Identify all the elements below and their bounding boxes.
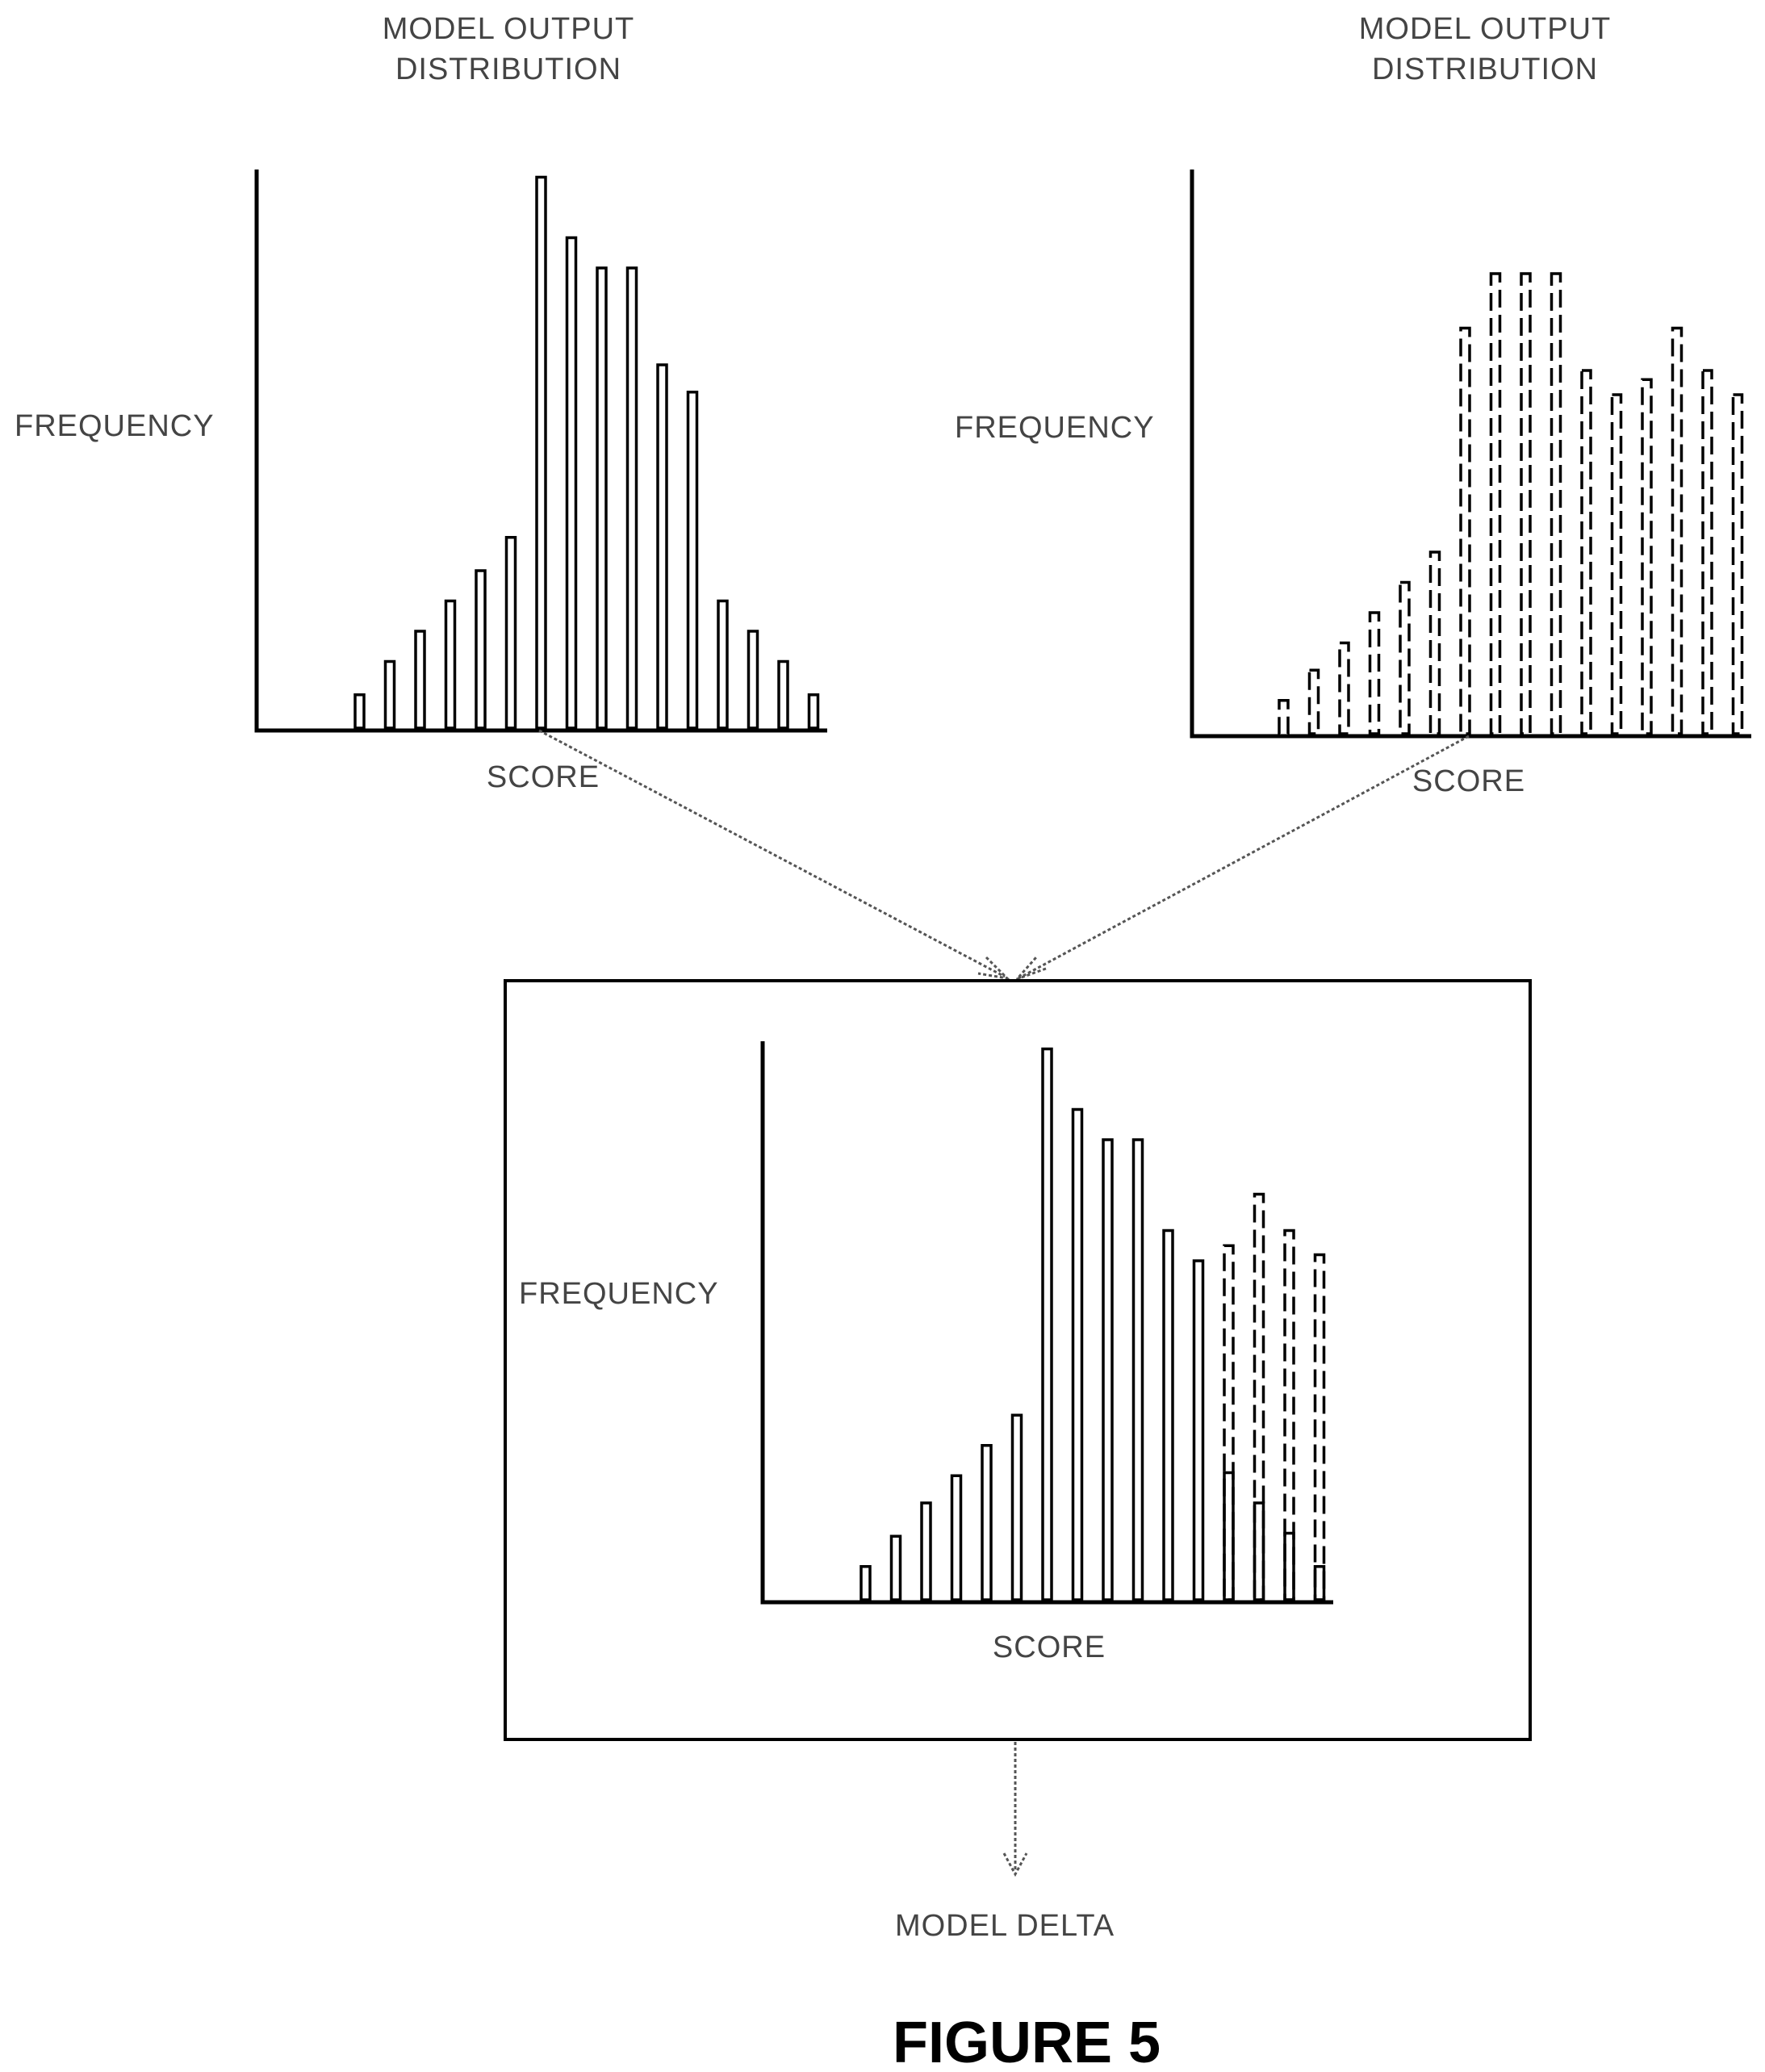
combined-solid-bar-5 xyxy=(981,1444,993,1601)
combined-dashed-bar-13 xyxy=(1223,1244,1235,1601)
combined-solid-bar-3 xyxy=(920,1501,932,1601)
top-left-bar-15 xyxy=(777,659,789,730)
combined-panel: FREQUENCY SCORE xyxy=(504,979,1532,1741)
top-left-bar-1 xyxy=(353,693,366,730)
combined-xlabel: SCORE xyxy=(993,1630,1106,1664)
top-right-bar-5 xyxy=(1399,580,1411,735)
top-left-bar-6 xyxy=(504,536,517,730)
top-left-bar-7 xyxy=(535,175,547,730)
top-left-title-line-2: DISTRIBUTION xyxy=(395,52,621,86)
combined-solid-bar-15 xyxy=(1283,1531,1295,1601)
combined-solid-bar-4 xyxy=(950,1474,963,1601)
combined-solid-bar-11 xyxy=(1162,1229,1174,1601)
top-right-bar-15 xyxy=(1701,369,1713,735)
top-right-bar-1 xyxy=(1278,699,1290,735)
combined-solid-bar-7 xyxy=(1041,1047,1053,1601)
top-left-bar-5 xyxy=(475,569,487,730)
top-right-bar-11 xyxy=(1580,369,1592,735)
top-right-bar-4 xyxy=(1368,611,1381,735)
top-left-bar-3 xyxy=(414,630,426,730)
arrowhead-left xyxy=(977,956,1011,981)
top-right-title-line-1: MODEL OUTPUT xyxy=(1359,12,1612,46)
arrow-left-to-box xyxy=(538,729,1006,978)
combined-solid-bar-10 xyxy=(1131,1138,1144,1601)
top-left-bar-13 xyxy=(717,599,729,730)
arrowhead-right xyxy=(1015,956,1047,981)
top-left-bar-8 xyxy=(565,236,578,730)
top-right-bar-8 xyxy=(1489,272,1502,735)
top-right-bars xyxy=(1278,272,1744,735)
merge-arrows xyxy=(538,729,1470,981)
combined-solid-bar-8 xyxy=(1071,1107,1084,1601)
top-right-xlabel: SCORE xyxy=(1412,764,1525,798)
top-right-bar-14 xyxy=(1671,326,1683,735)
top-right-bar-16 xyxy=(1731,393,1744,735)
top-left-bar-14 xyxy=(747,630,759,730)
top-left-bars xyxy=(353,175,820,730)
top-right-panel: MODEL OUTPUT DISTRIBUTION FREQUENCY SCOR… xyxy=(955,12,1751,798)
top-left-bar-11 xyxy=(656,363,668,730)
top-right-ylabel: FREQUENCY xyxy=(955,411,1155,445)
top-right-bar-6 xyxy=(1428,550,1441,735)
model-delta-label: MODEL DELTA xyxy=(895,1909,1115,1943)
top-right-bar-3 xyxy=(1338,641,1350,735)
top-left-axes xyxy=(254,170,827,733)
combined-dashed-bar-14 xyxy=(1253,1192,1265,1601)
combined-solid-bar-2 xyxy=(889,1534,902,1601)
top-right-axes xyxy=(1190,170,1751,739)
combined-dashed-bar-15 xyxy=(1283,1229,1295,1601)
top-left-bar-12 xyxy=(686,391,699,730)
figure-caption: FIGURE 5 xyxy=(893,2011,1161,2072)
top-right-bar-13 xyxy=(1641,378,1653,735)
arrow-right-to-box xyxy=(1018,735,1470,980)
combined-ylabel: FREQUENCY xyxy=(519,1277,719,1311)
top-right-title-line-2: DISTRIBUTION xyxy=(1372,52,1598,86)
top-left-xlabel: SCORE xyxy=(487,760,600,794)
top-left-bar-4 xyxy=(444,599,457,730)
combined-solid-bar-9 xyxy=(1102,1138,1114,1601)
output-arrow xyxy=(1002,1742,1028,1877)
top-left-panel: MODEL OUTPUT DISTRIBUTION FREQUENCY SCOR… xyxy=(15,12,827,794)
top-left-bar-2 xyxy=(383,659,396,730)
combined-bars xyxy=(859,1047,1326,1601)
combined-dashed-bar-16 xyxy=(1313,1253,1326,1601)
arrowhead-down xyxy=(1002,1852,1028,1877)
top-left-bar-16 xyxy=(807,693,820,730)
top-right-bar-9 xyxy=(1520,272,1532,735)
top-left-bar-10 xyxy=(625,266,638,730)
top-left-title-line-1: MODEL OUTPUT xyxy=(383,12,635,46)
top-right-bar-7 xyxy=(1459,326,1471,735)
combined-solid-bar-6 xyxy=(1010,1413,1023,1601)
top-left-ylabel: FREQUENCY xyxy=(15,409,215,443)
combined-solid-bar-12 xyxy=(1192,1259,1205,1601)
combined-solid-bar-1 xyxy=(859,1565,872,1601)
top-left-bar-9 xyxy=(596,266,608,730)
combined-box xyxy=(504,979,1532,1741)
combined-axes xyxy=(760,1041,1333,1605)
top-right-bar-10 xyxy=(1550,272,1562,735)
top-right-bar-12 xyxy=(1610,393,1623,735)
top-right-bar-2 xyxy=(1307,668,1320,735)
